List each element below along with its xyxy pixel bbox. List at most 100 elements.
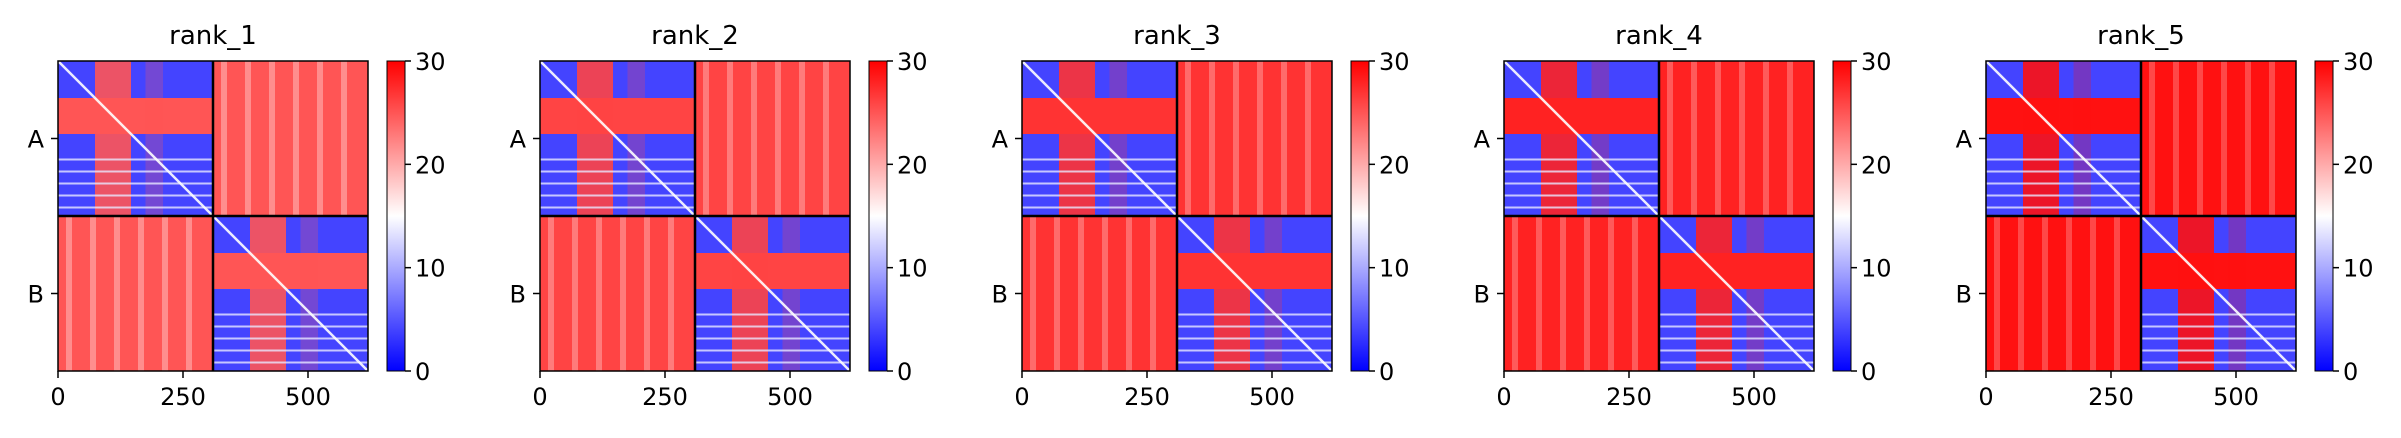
diagonal-line <box>1503 60 1660 217</box>
pae-panel-2: rank_2 A B 0 250 500 0 10 20 30 <box>510 21 928 411</box>
pae-row-line <box>58 170 213 173</box>
interdomain-band-h <box>1659 253 1814 289</box>
interchain-stripe <box>162 216 168 371</box>
diagonal-line <box>1176 215 1333 372</box>
interchain-stripe <box>2173 61 2179 216</box>
pae-row-line <box>1659 361 1814 364</box>
interchain-stripe <box>1763 61 1769 216</box>
pae-row-line <box>1504 158 1659 161</box>
x-tick-label: 500 <box>2213 383 2259 411</box>
interchain-stripe <box>823 61 829 216</box>
colorbar-tick-label: 0 <box>415 358 430 386</box>
plot-frame <box>1985 60 2297 372</box>
y-tick-label: A <box>28 126 45 154</box>
pae-row-line <box>58 182 213 185</box>
interchain-stripe <box>1994 216 2000 371</box>
pae-row-line <box>1177 349 1332 352</box>
pae-panel-5: rank_5 A B 0 250 500 0 10 20 30 <box>1956 21 2374 411</box>
interchain-stripe <box>799 61 805 216</box>
interchain-stripe <box>1102 216 1108 371</box>
pae-row-line <box>695 325 850 328</box>
colorbar-tick-label: 30 <box>1861 48 1892 76</box>
x-tick-label: 250 <box>642 383 688 411</box>
interdomain-band-v <box>250 216 286 371</box>
interdomain-band-h <box>695 253 850 289</box>
interdomain-shade <box>300 216 318 371</box>
interdomain-shade <box>2228 216 2246 371</box>
pae-panel-4: rank_4 A B 0 250 500 0 10 20 30 <box>1474 21 1892 411</box>
x-tick-label: 250 <box>1606 383 1652 411</box>
interchain-stripe <box>317 61 323 216</box>
pae-row-line <box>540 194 695 197</box>
colorbar-tick-label: 30 <box>415 48 446 76</box>
colorbar-tick-label: 30 <box>897 48 928 76</box>
diagonal-line <box>1021 60 1178 217</box>
interchain-stripe <box>1715 61 1721 216</box>
pae-row-line <box>695 337 850 340</box>
colorbar <box>386 60 406 372</box>
plot-frame <box>57 60 369 372</box>
y-tick-label: A <box>992 126 1009 154</box>
plot-frame <box>539 60 851 372</box>
y-tick-label: B <box>992 281 1008 309</box>
diagonal-line <box>694 215 851 372</box>
interchain-stripe <box>90 216 96 371</box>
interchain-stripe <box>1667 61 1673 216</box>
interchain-stripe <box>1739 61 1745 216</box>
x-tick-label: 500 <box>767 383 813 411</box>
colorbar-tick-label: 20 <box>1861 151 1892 179</box>
pae-row-line <box>213 361 368 364</box>
interchain-stripe <box>1281 61 1287 216</box>
pae-heatmap <box>1021 60 1333 372</box>
interdomain-band-h <box>1177 253 1332 289</box>
interdomain-shade <box>1591 61 1609 216</box>
pae-row-line <box>1022 182 1177 185</box>
pae-panel-1: rank_1 A B 0 250 500 0 10 20 30 <box>28 21 446 411</box>
colorbar-tick-label: 0 <box>897 358 912 386</box>
interchain-stripe <box>2114 216 2120 371</box>
x-tick-label: 0 <box>1014 383 1029 411</box>
colorbar <box>868 60 888 372</box>
interchain-stripe <box>2018 216 2024 371</box>
colorbar-tick-label: 20 <box>415 151 446 179</box>
interchain-stripe <box>2197 61 2203 216</box>
pae-row-line <box>1659 337 1814 340</box>
pae-row-line <box>1022 194 1177 197</box>
interchain-stripe <box>1209 61 1215 216</box>
panel-title: rank_2 <box>651 21 739 51</box>
interdomain-band-v <box>95 61 131 216</box>
pae-heatmap <box>57 60 369 372</box>
panel-title: rank_3 <box>1133 21 1221 51</box>
interdomain-band-h <box>540 98 695 134</box>
interchain-stripe <box>138 216 144 371</box>
interdomain-band-h <box>1504 98 1659 134</box>
interdomain-shade <box>1746 216 1764 371</box>
interchain-stripe <box>2221 61 2227 216</box>
interchain-stripe <box>620 216 626 371</box>
pae-row-line <box>540 170 695 173</box>
interchain-stripe <box>2269 61 2275 216</box>
panel-title: rank_1 <box>169 21 257 51</box>
colorbar-tick-label: 20 <box>897 151 928 179</box>
interchain-stripe <box>1054 216 1060 371</box>
pae-row-line <box>1659 313 1814 316</box>
diagonal-line <box>1985 60 2142 217</box>
colorbar-tick-label: 20 <box>1379 151 1410 179</box>
interchain-stripe <box>221 61 227 216</box>
pae-row-line <box>213 313 368 316</box>
x-tick-label: 250 <box>160 383 206 411</box>
pae-row-line <box>213 337 368 340</box>
pae-row-line <box>2141 349 2296 352</box>
diagonal-line <box>2140 215 2297 372</box>
y-tick-label: A <box>1474 126 1491 154</box>
pae-row-line <box>58 194 213 197</box>
colorbar-tick-label: 10 <box>2343 255 2374 283</box>
pae-row-line <box>1986 158 2141 161</box>
colorbar-tick-label: 10 <box>1861 255 1892 283</box>
interchain-stripe <box>703 61 709 216</box>
colorbar <box>2314 60 2334 372</box>
interchain-stripe <box>1608 216 1614 371</box>
colorbar-tick-label: 10 <box>1379 255 1410 283</box>
colorbar-tick-label: 0 <box>1379 358 1394 386</box>
diagonal-line <box>57 60 214 217</box>
